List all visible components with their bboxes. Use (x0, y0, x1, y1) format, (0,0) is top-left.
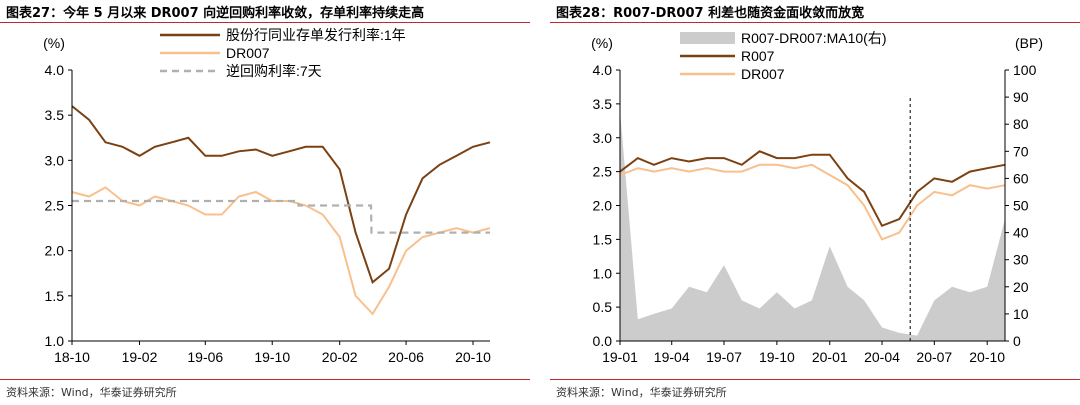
series-line-2 (619, 163, 1006, 241)
y-tick-label: 3.5 (45, 107, 65, 123)
x-tick-label: 19-04 (654, 349, 690, 365)
y-tick-label: 1.5 (593, 231, 613, 247)
legend-label-2: DR007 (741, 66, 785, 82)
y-tick-label: 1.0 (593, 265, 613, 281)
y-tick-label: 1.5 (45, 288, 65, 304)
x-tick-label: 19-10 (254, 349, 290, 365)
x-tick-label: 20-01 (812, 349, 848, 365)
y-tick-label: 1.0 (45, 333, 65, 349)
legend-label-0: R007-DR007:MA10(右) (741, 30, 887, 46)
y-right-tick-label: 30 (1013, 252, 1029, 268)
legend-label-2: 逆回购利率:7天 (226, 63, 322, 79)
right-chart-panel: 图表28：R007-DR007 利差也随资金面收敛而放宽 (%) (BP) 0.0 0… (550, 0, 1080, 405)
x-tick-label: 19-01 (602, 349, 638, 365)
y-tick-label: 4.0 (593, 62, 613, 78)
series-area-0 (620, 110, 1005, 341)
y-tick-label: 3.0 (593, 130, 613, 146)
y-right-tick-label: 60 (1013, 170, 1029, 186)
legend-swatch-0 (680, 32, 735, 44)
right-chart-title: 图表28：R007-DR007 利差也随资金面收敛而放宽 (556, 6, 865, 21)
y-tick-label: 3.5 (593, 96, 613, 112)
y-tick-label: 2.0 (593, 198, 613, 214)
x-tick-label: 20-04 (864, 349, 900, 365)
y-tick-label: 4.0 (45, 62, 65, 78)
y-right-tick-label: 80 (1013, 116, 1029, 132)
legend-label-0: 股份行同业存单发行利率:1年 (226, 27, 406, 43)
x-tick-label: 18-10 (54, 349, 90, 365)
series-line-2 (72, 199, 490, 234)
x-tick-label: 20-07 (916, 349, 952, 365)
y-right-tick-label: 100 (1013, 62, 1037, 78)
y-tick-label: 0.0 (593, 333, 613, 349)
legend-label-1: DR007 (226, 45, 270, 61)
left-chart-svg: (%) 1.0 1.5 2.0 2.5 3.0 3.5 4.0 18-10 19-02 19-06 1… (43, 27, 491, 365)
y-right-tick-label: 70 (1013, 143, 1029, 159)
x-tick-label: 20-10 (455, 349, 491, 365)
y-right-tick-label: 90 (1013, 89, 1029, 105)
series-line-1 (619, 150, 1006, 228)
y-right-tick-label: 50 (1013, 198, 1029, 214)
right-chart-source: 资料来源：Wind，华泰证券研究所 (556, 386, 727, 399)
left-chart-title: 图表27：今年 5 月以来 DR007 向逆回购利率收敛，存单利率持续走高 (6, 6, 425, 21)
y-tick-label: 2.0 (45, 243, 65, 259)
right-footer-rule (550, 379, 1080, 380)
y-right-tick-label: 0 (1013, 333, 1021, 349)
y-axis-right-unit-label: (BP) (1015, 35, 1043, 51)
y-axis-unit-label: (%) (591, 35, 613, 51)
left-chart-panel: 图表27：今年 5 月以来 DR007 向逆回购利率收敛，存单利率持续走高 (%… (0, 0, 530, 405)
y-right-tick-label: 40 (1013, 225, 1029, 241)
right-chart-svg: (%) (BP) 0.0 0.5 1.0 1.5 2.0 2.5 3.0 3.5 4.0 0 10 20 3… (591, 30, 1043, 365)
legend-label-1: R007 (741, 48, 775, 64)
left-title-rule (0, 22, 530, 23)
series-line-0 (71, 105, 491, 284)
y-tick-label: 3.0 (45, 152, 65, 168)
x-tick-label: 19-10 (759, 349, 795, 365)
x-tick-label: 20-06 (388, 349, 424, 365)
x-tick-label: 19-06 (187, 349, 223, 365)
y-tick-label: 2.5 (593, 164, 613, 180)
left-footer-rule (0, 379, 530, 380)
y-axis-unit-label: (%) (43, 35, 65, 51)
y-right-tick-label: 20 (1013, 279, 1029, 295)
y-tick-label: 0.5 (593, 299, 613, 315)
x-tick-label: 20-10 (969, 349, 1005, 365)
series-line-1 (71, 186, 491, 316)
y-tick-label: 2.5 (45, 198, 65, 214)
y-right-tick-label: 10 (1013, 306, 1029, 322)
right-title-rule (550, 22, 1080, 23)
x-tick-label: 20-02 (322, 349, 358, 365)
x-tick-label: 19-07 (706, 349, 742, 365)
left-chart-source: 资料来源：Wind，华泰证券研究所 (6, 386, 177, 399)
x-tick-label: 19-02 (122, 349, 158, 365)
